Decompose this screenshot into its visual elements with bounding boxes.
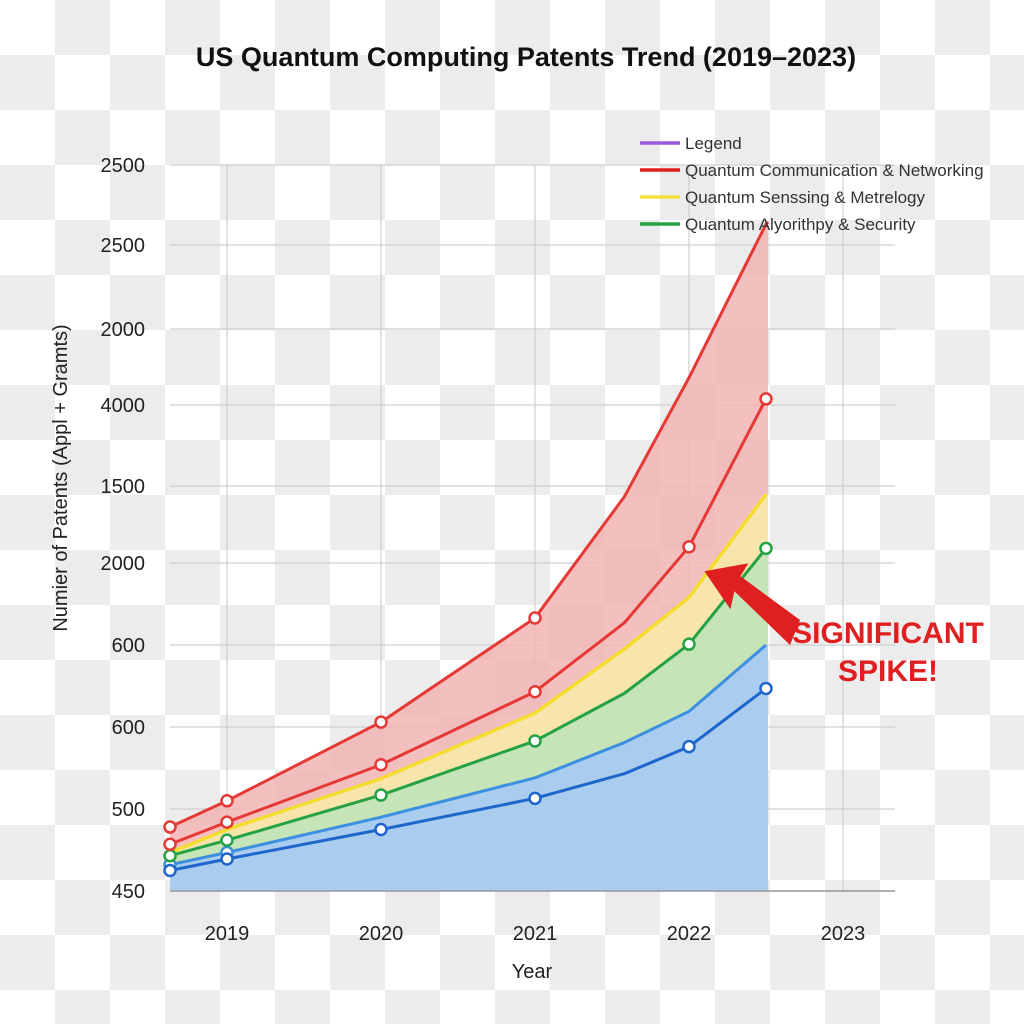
- data-point: [759, 392, 773, 406]
- axes: 450 500 600 600 2000 1500 4000 2000 2500 2500 2019…: [101, 155, 895, 945]
- legend-label: Quantum Alyorithpy & Security: [685, 215, 916, 234]
- y-tick-label: 2000: [101, 553, 146, 575]
- x-axis-title: Year: [512, 961, 553, 983]
- y-tick-label: 600: [112, 635, 145, 657]
- data-point: [163, 848, 177, 863]
- data-point: [374, 788, 388, 802]
- chart-title: US Quantum Computing Patents Trend (2019…: [196, 42, 856, 72]
- data-point: [163, 820, 177, 834]
- data-point: [759, 541, 773, 556]
- annotation-text: SPIKE!: [838, 655, 938, 688]
- data-point: [528, 734, 542, 748]
- area-fill-edge: [766, 645, 768, 891]
- data-point: [682, 637, 696, 651]
- data-point: [163, 837, 177, 852]
- legend-label: Legend: [685, 134, 742, 153]
- legend-label: Quantum Communication & Networking: [685, 161, 984, 180]
- data-point: [374, 757, 388, 772]
- series-line-red_upper: [169, 220, 770, 829]
- spike-annotation: SIGNIFICANT SPIKE!: [704, 563, 984, 688]
- y-tick-label: 2000: [101, 319, 146, 341]
- y-tick-label: 500: [112, 799, 145, 821]
- y-tick-label: 2500: [101, 155, 146, 177]
- data-point: [528, 791, 542, 806]
- area-fills: [170, 222, 768, 891]
- x-tick-label: 2019: [205, 923, 250, 945]
- legend-label: Quantum Senssing & Metrelogy: [685, 188, 926, 207]
- annotation-arrow: [704, 563, 800, 645]
- series-line-yellow: [169, 493, 768, 855]
- y-axis-title: Numier of Patents (Appl + Gramts): [50, 324, 72, 631]
- x-tick-label: 2021: [513, 923, 558, 945]
- annotation-text: SIGNIFICANT: [792, 617, 984, 650]
- data-point: [682, 540, 696, 554]
- y-tick-label: 600: [112, 717, 145, 739]
- data-point: [220, 852, 234, 866]
- series-markers: [163, 392, 773, 878]
- data-point: [759, 681, 773, 696]
- area-fill: [170, 645, 766, 891]
- y-tick-label: 1500: [101, 476, 146, 498]
- y-tick-label: 2500: [101, 235, 146, 257]
- data-point: [528, 684, 542, 699]
- y-tick-label: 450: [112, 881, 145, 903]
- data-point: [682, 739, 696, 754]
- data-point: [220, 833, 234, 847]
- data-point: [528, 611, 542, 625]
- data-point: [220, 815, 234, 829]
- legend: Legend Quantum Communication & Networking…: [640, 134, 984, 234]
- x-tick-label: 2023: [821, 923, 866, 945]
- data-point: [374, 715, 388, 729]
- x-tick-label: 2022: [667, 923, 712, 945]
- x-tick-label: 2020: [359, 923, 404, 945]
- data-point: [220, 794, 234, 808]
- data-point: [374, 822, 388, 837]
- data-point: [163, 863, 177, 878]
- y-tick-label: 4000: [101, 395, 146, 417]
